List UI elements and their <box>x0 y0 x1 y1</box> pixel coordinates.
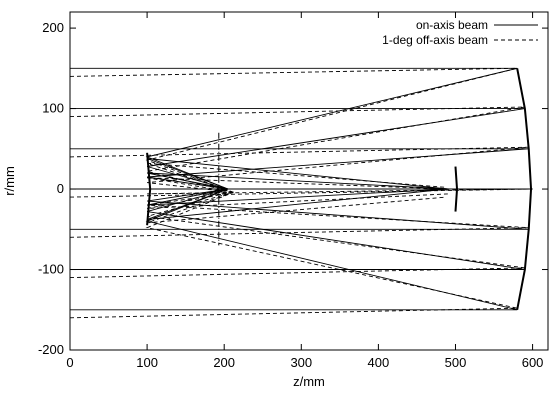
optics-layer <box>146 68 533 310</box>
y-tick-label: -100 <box>38 262 64 277</box>
x-tick-label: 100 <box>136 355 158 370</box>
y-axis-label: r/mm <box>2 166 17 196</box>
x-tick-label: 0 <box>66 355 73 370</box>
y-tick-label: -200 <box>38 342 64 357</box>
legend-label-on-axis: on-axis beam <box>416 18 488 32</box>
off-axis-ray-4 <box>69 191 529 238</box>
off-axis-ray-5 <box>69 191 525 279</box>
on-axis-ray-6 <box>70 188 518 311</box>
off-axis-ray-7 <box>146 162 447 193</box>
off-axis-ray-2 <box>69 146 529 193</box>
legend: on-axis beam 1-deg off-axis beam <box>382 18 538 47</box>
off-axis-ray-0 <box>69 67 518 193</box>
x-axis: 0 100 200 300 400 500 600 <box>66 12 543 370</box>
y-axis: -200 -100 0 100 200 <box>38 20 548 357</box>
secondary-mirror <box>146 152 152 226</box>
on-axis-ray-2 <box>70 148 529 190</box>
x-tick-label: 600 <box>522 355 544 370</box>
x-tick-label: 500 <box>445 355 467 370</box>
off-axis-ray-9 <box>147 191 448 209</box>
on-axis-ray-5 <box>70 188 525 270</box>
x-tick-label: 200 <box>213 355 235 370</box>
legend-label-off-axis: 1-deg off-axis beam <box>382 33 488 47</box>
y-tick-label: 100 <box>42 101 64 116</box>
off-axis-ray-3 <box>69 188 533 198</box>
plot-frame <box>69 11 549 351</box>
off-axis-ray-1 <box>69 106 525 193</box>
off-axis-ray-6 <box>69 191 518 319</box>
off-axis-ray-8 <box>147 177 448 193</box>
on-axis-ray-8 <box>147 172 450 190</box>
on-axis-ray-0 <box>70 67 518 190</box>
detector <box>454 166 459 212</box>
series-layer <box>69 67 533 319</box>
on-axis-ray-4 <box>70 188 529 230</box>
x-tick-label: 300 <box>290 355 312 370</box>
y-tick-label: 200 <box>42 20 64 35</box>
primary-mirror <box>516 68 533 310</box>
on-axis-ray-1 <box>70 108 525 190</box>
x-tick-label: 400 <box>368 355 390 370</box>
x-axis-label: z/mm <box>293 374 325 389</box>
y-tick-label: 0 <box>57 181 64 196</box>
